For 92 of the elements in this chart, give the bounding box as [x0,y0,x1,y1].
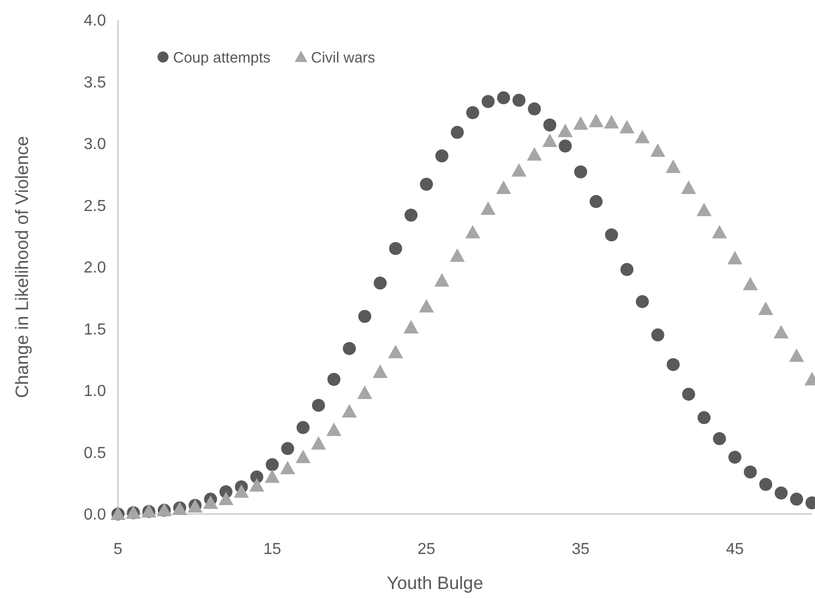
point [374,276,387,290]
point [666,358,680,372]
y-tick-label: 1.0 [84,383,106,400]
point [712,224,727,238]
point [418,299,434,312]
point [573,116,588,130]
point [342,404,357,418]
point [434,273,450,287]
point [528,102,541,116]
point [590,195,603,208]
point [420,178,433,191]
point [682,388,696,401]
x-tick-label: 45 [726,541,744,558]
point [404,320,418,334]
point [327,372,340,386]
point [698,411,711,424]
point [450,248,465,262]
point [404,208,418,222]
point [650,143,666,157]
point [605,228,618,242]
x-axis-title: Youth Bulge [386,573,484,593]
point [281,442,294,456]
y-tick-label: 4.0 [84,12,106,30]
point [728,450,742,464]
point [742,276,758,290]
point [280,460,296,474]
point [497,91,510,104]
point [480,201,496,215]
point [357,385,372,399]
y-tick-label: 2.0 [84,260,106,277]
point [789,348,804,362]
point [296,421,310,434]
y-tick-label: 2.5 [84,198,106,215]
point [264,469,280,483]
point [681,180,696,194]
x-tick-label: 35 [572,541,590,558]
point [558,139,572,152]
point [774,324,789,338]
point [574,165,588,178]
point [543,118,556,132]
x-tick-label: 15 [263,541,282,558]
point [482,95,495,108]
point [466,106,480,120]
point [435,149,448,162]
point [666,159,681,173]
point [312,398,325,412]
point [620,262,634,276]
y-tick-label: 3.0 [84,136,106,154]
point [218,492,234,506]
point [496,180,512,194]
point [266,458,279,472]
point [372,364,388,378]
point [358,310,372,323]
x-tick-label: 5 [114,541,123,558]
point [774,486,788,500]
point [342,342,356,356]
point [450,126,464,139]
point [634,130,650,144]
point [759,478,772,491]
point [696,202,712,216]
point [512,94,526,107]
point [203,495,218,509]
point [651,328,664,342]
point [588,114,604,128]
legend-label: Civil wars [311,49,376,66]
point [636,295,649,308]
y-axis-title: Change in Likelihood of Violence [12,136,32,398]
x-tick-label: 25 [418,541,436,558]
point [512,163,526,177]
point [790,492,804,506]
y-tick-label: 1.5 [84,321,106,338]
point [712,432,726,446]
y-tick-label: 0.5 [84,444,106,462]
point [234,484,249,498]
point [526,147,542,161]
point [388,344,404,358]
point [619,120,634,134]
legend-label: Coup attempts [173,49,271,66]
point [249,478,264,492]
point [744,466,757,479]
y-tick-label: 0.0 [84,506,106,524]
point [465,224,480,238]
y-tick-label: 3.5 [84,74,106,92]
point [758,302,774,315]
point [296,450,311,464]
point [311,436,326,450]
point [558,124,573,138]
point [389,242,402,255]
point [604,115,619,128]
point [326,422,342,436]
point [727,250,742,264]
point [542,134,558,148]
